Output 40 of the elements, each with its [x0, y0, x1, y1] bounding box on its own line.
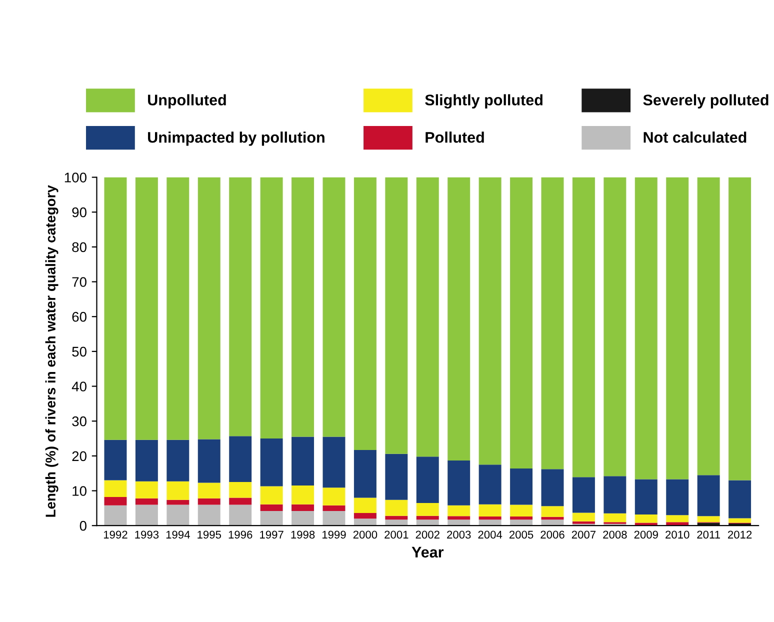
legend-label: Slightly polluted [425, 94, 542, 109]
x-tick-label: 2005 [509, 530, 534, 539]
y-tick-label: 100 [64, 172, 86, 182]
x-tick-label: 2003 [447, 530, 471, 539]
x-tick-label: 2007 [572, 530, 596, 539]
x-tick-label: 2011 [697, 530, 720, 539]
x-tick-label: 1998 [291, 530, 315, 539]
x-tick-label: 1996 [228, 530, 252, 539]
x-tick-label: 1997 [260, 530, 284, 539]
y-tick-label: 80 [72, 242, 86, 252]
x-tick-label: 2001 [384, 530, 408, 539]
x-tick-label: 2010 [666, 530, 690, 539]
y-tick-label: 90 [72, 207, 86, 218]
x-tick-label: 1993 [135, 530, 159, 539]
x-axis-title: Year [412, 546, 444, 558]
y-tick-label: 40 [72, 382, 86, 392]
y-axis-title: Length (%) of rivers in each water quality category [45, 185, 58, 517]
y-tick-label: 60 [72, 312, 86, 322]
y-tick-label: 30 [72, 416, 86, 426]
legend-label: Polluted [426, 132, 484, 143]
y-tick-label: 50 [72, 346, 86, 357]
x-tick-label: 2000 [353, 530, 378, 539]
x-tick-label: 1995 [198, 530, 222, 539]
x-tick-label: 2009 [634, 530, 658, 539]
y-tick-label: 0 [80, 520, 86, 531]
x-tick-label: 2012 [728, 530, 752, 539]
legend-label: Unpolluted [148, 94, 226, 108]
x-tick-label: 1994 [166, 530, 190, 539]
y-tick-label: 20 [72, 451, 86, 462]
legend-label: Unimpacted by pollution [148, 132, 324, 146]
x-tick-label: 2004 [478, 530, 502, 539]
y-tick-label: 70 [72, 277, 86, 287]
legend-label: Not calculated [644, 132, 746, 143]
x-tick-label: 1992 [104, 530, 128, 539]
x-tick-label: 1999 [322, 530, 346, 539]
x-tick-label: 2006 [540, 530, 564, 539]
legend-label: Severely polluted [643, 94, 768, 108]
x-tick-label: 2002 [416, 530, 440, 539]
x-tick-label: 2008 [603, 530, 627, 539]
y-tick-label: 10 [72, 486, 86, 496]
